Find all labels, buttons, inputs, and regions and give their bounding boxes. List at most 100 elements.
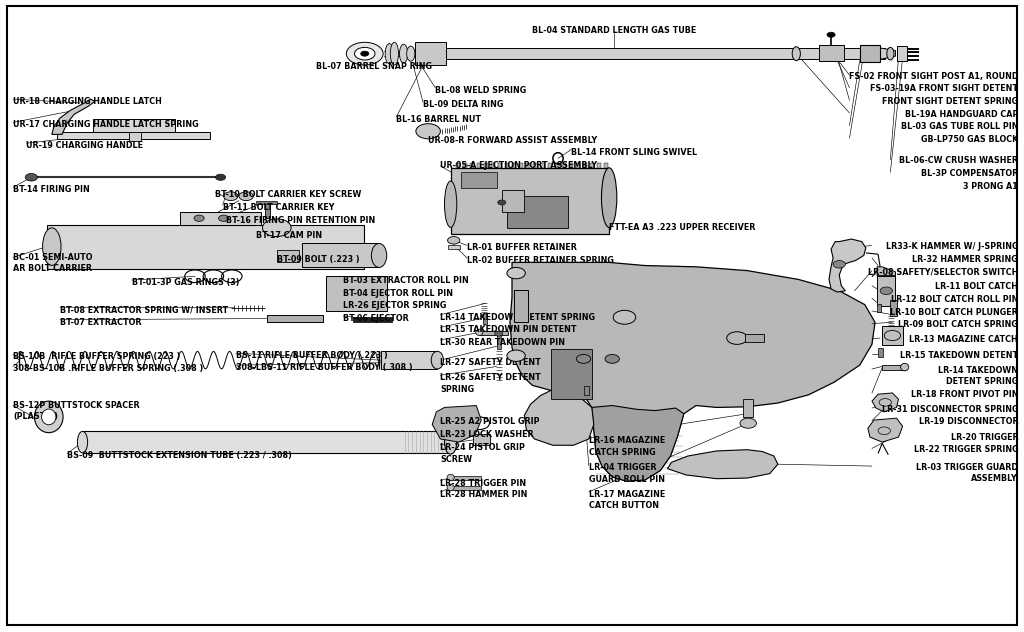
Text: LR-13 MAGAZINE CATCH: LR-13 MAGAZINE CATCH bbox=[909, 336, 1018, 344]
Bar bbox=[860, 46, 881, 62]
Text: UR-19 CHARGING HANDLE: UR-19 CHARGING HANDLE bbox=[27, 141, 143, 150]
Text: LR-15 TAKEDOWN PIN DETENT: LR-15 TAKEDOWN PIN DETENT bbox=[440, 325, 577, 334]
Bar bbox=[57, 133, 210, 139]
Text: LR-22 TRIGGER SPRING: LR-22 TRIGGER SPRING bbox=[913, 445, 1018, 454]
Bar bbox=[743, 399, 754, 417]
Bar bbox=[129, 133, 140, 141]
Text: LR-03 TRIGGER GUARD: LR-03 TRIGGER GUARD bbox=[916, 463, 1018, 472]
Bar bbox=[505, 163, 509, 168]
Polygon shape bbox=[878, 267, 895, 276]
Text: LR-24 PISTOL GRIP: LR-24 PISTOL GRIP bbox=[440, 442, 525, 452]
Text: GB-LP750 GAS BLOCK: GB-LP750 GAS BLOCK bbox=[921, 135, 1018, 144]
Bar bbox=[745, 334, 764, 343]
Bar bbox=[555, 163, 559, 168]
Text: DETENT SPRING: DETENT SPRING bbox=[946, 377, 1018, 386]
Circle shape bbox=[605, 355, 620, 363]
Bar bbox=[276, 250, 299, 262]
Bar bbox=[447, 245, 460, 248]
Text: BT-16 FIRING PIN RETENTION PIN: BT-16 FIRING PIN RETENTION PIN bbox=[225, 216, 375, 224]
Text: UR-05-A EJECTION PORT ASSEMBLY: UR-05-A EJECTION PORT ASSEMBLY bbox=[440, 161, 598, 171]
Text: UR-18 CHARGING HANDLE LATCH: UR-18 CHARGING HANDLE LATCH bbox=[13, 97, 162, 106]
Bar bbox=[512, 163, 516, 168]
Bar bbox=[461, 172, 497, 188]
Ellipse shape bbox=[900, 363, 908, 371]
Bar bbox=[381, 351, 437, 369]
Polygon shape bbox=[52, 99, 95, 135]
Text: BL-07 BARREL SNAP RING: BL-07 BARREL SNAP RING bbox=[316, 63, 432, 71]
Text: BL-19A HANDGUARD CAP: BL-19A HANDGUARD CAP bbox=[905, 110, 1018, 119]
Text: LR-30 REAR TAKEDOWN PIN: LR-30 REAR TAKEDOWN PIN bbox=[440, 338, 565, 347]
Bar bbox=[179, 212, 261, 224]
Bar bbox=[477, 163, 481, 168]
Text: UR-08-R FORWARD ASSIST ASSEMBLY: UR-08-R FORWARD ASSIST ASSEMBLY bbox=[428, 135, 597, 145]
Text: BS-10B .RIFLE BUFFER SPRING (223 ): BS-10B .RIFLE BUFFER SPRING (223 ) bbox=[13, 353, 180, 362]
Text: LR-32 HAMMER SPRING: LR-32 HAMMER SPRING bbox=[912, 255, 1018, 264]
Bar bbox=[47, 224, 364, 269]
Text: BT-04 EJECTOR ROLL PIN: BT-04 EJECTOR ROLL PIN bbox=[343, 289, 454, 298]
Text: LR-18 FRONT PIVOT PIN: LR-18 FRONT PIVOT PIN bbox=[910, 390, 1018, 399]
Ellipse shape bbox=[35, 401, 63, 433]
Circle shape bbox=[218, 215, 228, 221]
Text: LR-11 BOLT CATCH: LR-11 BOLT CATCH bbox=[935, 283, 1018, 291]
Bar bbox=[575, 163, 580, 168]
Ellipse shape bbox=[431, 351, 443, 369]
Polygon shape bbox=[829, 239, 866, 292]
Circle shape bbox=[262, 219, 291, 236]
Text: BT-17 CAM PIN: BT-17 CAM PIN bbox=[256, 231, 323, 240]
Text: FS-03-19A FRONT SIGHT DETENT: FS-03-19A FRONT SIGHT DETENT bbox=[870, 85, 1018, 94]
Bar bbox=[479, 331, 508, 335]
Polygon shape bbox=[592, 406, 684, 481]
Circle shape bbox=[416, 124, 440, 139]
Bar bbox=[551, 349, 592, 399]
Bar bbox=[266, 315, 323, 322]
Text: (PLASTIC): (PLASTIC) bbox=[13, 413, 58, 422]
Ellipse shape bbox=[399, 44, 408, 63]
Circle shape bbox=[834, 260, 846, 268]
Bar bbox=[498, 163, 502, 168]
Bar bbox=[473, 434, 489, 446]
Circle shape bbox=[495, 331, 503, 336]
Bar bbox=[492, 163, 496, 168]
Text: BT-09 BOLT (.223 ): BT-09 BOLT (.223 ) bbox=[276, 255, 359, 264]
Text: SPRING: SPRING bbox=[440, 386, 474, 394]
Polygon shape bbox=[510, 262, 876, 481]
Circle shape bbox=[360, 51, 369, 56]
Circle shape bbox=[727, 332, 748, 344]
Text: LR-14 TAKEDOWN DETENT SPRING: LR-14 TAKEDOWN DETENT SPRING bbox=[440, 313, 595, 322]
Bar bbox=[878, 304, 882, 312]
Circle shape bbox=[26, 173, 38, 181]
Text: LR-17 MAGAZINE: LR-17 MAGAZINE bbox=[589, 490, 665, 499]
Bar bbox=[445, 48, 886, 59]
Bar bbox=[534, 163, 538, 168]
Text: LR-31 DISCONNECTOR SPRING: LR-31 DISCONNECTOR SPRING bbox=[882, 405, 1018, 414]
Ellipse shape bbox=[385, 44, 393, 64]
Bar bbox=[514, 289, 528, 322]
Bar bbox=[896, 46, 906, 61]
Text: LR-25 A2 PISTOL GRIP: LR-25 A2 PISTOL GRIP bbox=[440, 418, 540, 427]
Bar bbox=[819, 46, 845, 61]
Text: LR-26 EJECTOR SPRING: LR-26 EJECTOR SPRING bbox=[343, 301, 446, 310]
Text: BS-09  BUTTSTOCK EXTENSION TUBE (.223 / .308): BS-09 BUTTSTOCK EXTENSION TUBE (.223 / .… bbox=[68, 451, 292, 461]
Polygon shape bbox=[524, 391, 594, 446]
Text: LR-01 BUFFER RETAINER: LR-01 BUFFER RETAINER bbox=[467, 243, 577, 252]
Bar bbox=[353, 317, 392, 322]
Polygon shape bbox=[881, 48, 895, 59]
Text: BL-04 STANDARD LENGTH GAS TUBE: BL-04 STANDARD LENGTH GAS TUBE bbox=[532, 27, 696, 35]
Text: LR-12 BOLT CATCH ROLL PIN: LR-12 BOLT CATCH ROLL PIN bbox=[891, 295, 1018, 304]
Text: BL-03 GAS TUBE ROLL PIN: BL-03 GAS TUBE ROLL PIN bbox=[901, 123, 1018, 131]
Text: BT-10 BOLT CARRIER KEY SCREW: BT-10 BOLT CARRIER KEY SCREW bbox=[215, 190, 361, 200]
Text: FRONT SIGHT DETENT SPRING: FRONT SIGHT DETENT SPRING bbox=[882, 97, 1018, 106]
Ellipse shape bbox=[407, 46, 415, 61]
Polygon shape bbox=[432, 406, 481, 442]
Circle shape bbox=[194, 215, 204, 221]
Ellipse shape bbox=[444, 181, 457, 228]
Text: BT-14 FIRING PIN: BT-14 FIRING PIN bbox=[13, 185, 90, 195]
Text: GUARD ROLL PIN: GUARD ROLL PIN bbox=[589, 475, 665, 484]
Circle shape bbox=[740, 418, 757, 428]
Bar bbox=[568, 163, 572, 168]
Circle shape bbox=[827, 32, 836, 37]
Bar bbox=[83, 431, 451, 454]
Bar bbox=[883, 365, 904, 370]
Bar bbox=[264, 202, 269, 218]
Text: LR-16 MAGAZINE: LR-16 MAGAZINE bbox=[589, 436, 665, 446]
